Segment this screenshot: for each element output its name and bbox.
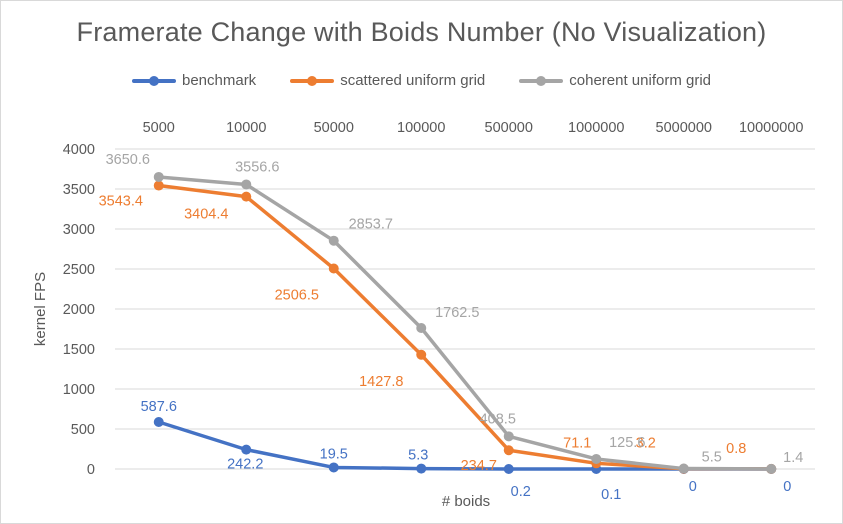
data-point-scattered — [153, 180, 164, 191]
data-point-scattered — [241, 191, 252, 202]
data-label-coherent: 1.4 — [783, 450, 803, 466]
legend-marker-benchmark — [131, 75, 176, 86]
data-label-scattered: 234.7 — [461, 458, 497, 474]
data-point-coherent — [591, 453, 602, 464]
legend-item-scattered: scattered uniform grid — [290, 72, 485, 89]
data-point-benchmark — [153, 416, 164, 427]
x-tick-label: 10000000 — [739, 120, 804, 136]
data-label-scattered: 3404.4 — [184, 207, 228, 223]
y-tick-label: 3000 — [63, 222, 95, 238]
series-line-scattered — [157, 183, 773, 471]
data-label-coherent: 2853.7 — [349, 217, 393, 233]
data-point-coherent — [328, 235, 339, 246]
x-tick-label: 5000 — [143, 120, 175, 136]
data-point-benchmark — [328, 462, 339, 473]
data-point-benchmark — [416, 463, 427, 474]
x-tick-label: 5000000 — [656, 120, 712, 136]
legend-marker-coherent — [519, 75, 564, 86]
data-point-coherent — [503, 431, 514, 442]
y-tick-label: 0 — [87, 462, 95, 478]
legend-label-coherent: coherent uniform grid — [569, 72, 712, 89]
y-tick-label: 1000 — [63, 382, 95, 398]
legend-label-scattered: scattered uniform grid — [340, 72, 486, 89]
y-axis-title: kernel FPS — [32, 272, 49, 346]
legend-item-benchmark: benchmark — [131, 72, 257, 89]
y-tick-label: 3500 — [63, 182, 95, 198]
legend-item-coherent: coherent uniform grid — [519, 72, 711, 89]
x-tick-label: 10000 — [226, 120, 266, 136]
data-label-coherent: 3556.6 — [235, 159, 279, 175]
data-label-coherent: 408.5 — [480, 411, 516, 427]
data-label-scattered: 71.1 — [563, 435, 591, 451]
y-tick-label: 500 — [71, 422, 95, 438]
data-label-benchmark: 19.5 — [320, 446, 348, 462]
legend-marker-scattered — [290, 75, 335, 86]
data-point-benchmark — [241, 444, 252, 455]
data-label-scattered: 1427.8 — [359, 374, 403, 390]
data-label-benchmark: 0 — [783, 479, 791, 495]
series-line-coherent — [157, 175, 773, 471]
data-label-benchmark: 5.3 — [408, 448, 428, 464]
data-label-coherent: 125.6 — [609, 435, 645, 451]
data-label-scattered: 2506.5 — [275, 287, 319, 303]
data-point-coherent — [678, 463, 689, 474]
x-tick-label: 500000 — [485, 120, 533, 136]
x-axis-title: # boids — [442, 493, 490, 510]
data-label-benchmark: 242.2 — [227, 457, 263, 473]
data-point-benchmark — [503, 463, 514, 474]
y-tick-label: 4000 — [63, 142, 95, 158]
x-tick-label: 100000 — [397, 120, 445, 136]
data-label-coherent: 3650.6 — [106, 152, 150, 168]
data-point-scattered — [328, 263, 339, 274]
data-label-scattered: 3.2 — [636, 436, 656, 452]
data-point-coherent — [153, 171, 164, 182]
data-point-scattered — [416, 349, 427, 360]
chart-title: Framerate Change with Boids Number (No V… — [76, 17, 767, 47]
data-point-coherent — [241, 179, 252, 190]
legend-label-benchmark: benchmark — [181, 72, 257, 89]
legend: benchmark scattered uniform grid coheren… — [0, 72, 843, 89]
data-point-coherent — [766, 463, 777, 474]
data-label-benchmark: 0 — [689, 479, 697, 495]
x-tick-label: 50000 — [314, 120, 354, 136]
data-label-coherent: 1762.5 — [435, 305, 479, 321]
data-label-coherent: 5.5 — [702, 450, 722, 466]
data-point-coherent — [416, 323, 427, 333]
y-tick-label: 2000 — [63, 302, 95, 318]
data-label-benchmark: 0.1 — [601, 487, 621, 503]
x-tick-label: 1000000 — [568, 120, 624, 136]
data-label-benchmark: 0.2 — [511, 484, 531, 500]
y-tick-label: 2500 — [63, 262, 95, 278]
data-label-benchmark: 587.6 — [141, 399, 177, 415]
data-point-scattered — [503, 445, 514, 456]
y-tick-label: 1500 — [63, 342, 95, 358]
data-label-scattered: 3543.4 — [99, 194, 143, 210]
data-label-scattered: 0.8 — [726, 441, 746, 457]
